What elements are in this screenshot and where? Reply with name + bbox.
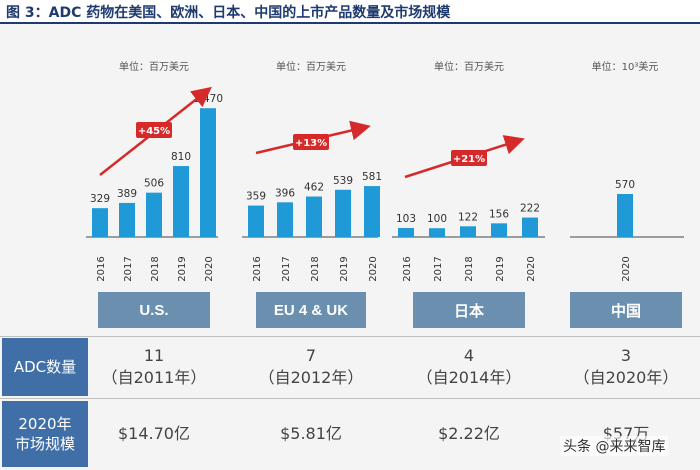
chart-panel-2: 单位：百万美元 103 2016 100 2017 122 2018 156 2019 222 20… bbox=[392, 60, 545, 282]
data-label: 329 bbox=[90, 193, 110, 205]
data-label: 100 bbox=[427, 213, 447, 225]
data-label: 122 bbox=[458, 211, 478, 223]
row-label-market-size: 2020年 市场规模 bbox=[2, 401, 88, 467]
bar bbox=[119, 202, 135, 237]
market-cell-eu: $5.81亿 bbox=[280, 424, 342, 443]
count-since: （自2014年） bbox=[416, 368, 522, 387]
x-tick-label: 2019 bbox=[339, 256, 350, 281]
data-label: 103 bbox=[396, 213, 416, 225]
bar bbox=[200, 108, 216, 237]
bar bbox=[617, 194, 633, 237]
panel-background bbox=[0, 24, 700, 470]
x-tick-label: 2017 bbox=[281, 256, 292, 281]
count-cell-us: 11 （自2011年） bbox=[98, 345, 210, 389]
x-tick-label: 2016 bbox=[96, 256, 107, 281]
bar bbox=[277, 202, 293, 237]
unit-label: 单位：10³美元 bbox=[592, 60, 659, 73]
x-tick-label: 2019 bbox=[495, 256, 506, 281]
x-tick-label: 2018 bbox=[150, 256, 161, 281]
watermark: 头条 @来来智库 bbox=[560, 436, 669, 456]
bar bbox=[92, 208, 108, 237]
bar bbox=[364, 186, 380, 237]
bar bbox=[335, 189, 351, 237]
data-label: 396 bbox=[275, 187, 295, 199]
bar bbox=[491, 223, 507, 237]
x-tick-label: 2017 bbox=[123, 256, 134, 281]
region-box-us: U.S. bbox=[98, 292, 210, 328]
count-value: 11 bbox=[143, 346, 165, 365]
x-tick-label: 2018 bbox=[464, 256, 475, 281]
count-value: 4 bbox=[463, 346, 475, 365]
data-label: 506 bbox=[144, 178, 164, 190]
region-box-japan: 日本 bbox=[413, 292, 525, 328]
growth-badge bbox=[136, 122, 172, 138]
count-cell-eu: 7 （自2012年） bbox=[252, 345, 370, 389]
data-label: 389 bbox=[117, 188, 137, 200]
count-cell-japan: 4 （自2014年） bbox=[409, 345, 529, 389]
chart-panel-3: 单位：10³美元 570 2020 bbox=[570, 60, 684, 282]
data-label: 359 bbox=[246, 191, 266, 203]
count-since: （自2012年） bbox=[258, 368, 364, 387]
bar bbox=[248, 205, 264, 237]
unit-label: 单位：百万美元 bbox=[276, 60, 346, 73]
count-cell-china: 3 （自2020年） bbox=[564, 345, 688, 389]
x-tick-label: 2019 bbox=[177, 256, 188, 281]
growth-label: +21% bbox=[453, 154, 485, 165]
bar bbox=[460, 226, 476, 237]
count-value: 3 bbox=[620, 346, 632, 365]
figure-title: 图 3：ADC 药物在美国、欧洲、日本、中国的上市产品数量及市场规模 bbox=[6, 5, 451, 21]
data-label: 539 bbox=[333, 175, 353, 187]
data-label: 156 bbox=[489, 208, 509, 220]
growth-label: +13% bbox=[295, 138, 327, 149]
x-tick-label: 2020 bbox=[204, 256, 215, 281]
table-rule-mid bbox=[0, 398, 700, 399]
bar bbox=[522, 217, 538, 237]
chart-panel-1: 单位：百万美元 359 2016 396 2017 462 2018 539 2019 581 20… bbox=[242, 60, 382, 282]
region-box-china: 中国 bbox=[570, 292, 682, 328]
data-label: 810 bbox=[171, 151, 191, 163]
count-since: （自2020年） bbox=[573, 368, 679, 387]
data-label: 462 bbox=[304, 182, 324, 194]
row-label-adc-count: ADC数量 bbox=[2, 338, 88, 396]
market-cell-japan: $2.22亿 bbox=[438, 424, 500, 443]
data-label: 570 bbox=[615, 179, 635, 191]
region-box-eu: EU 4 & UK bbox=[256, 292, 366, 328]
data-label: 581 bbox=[362, 171, 382, 183]
x-tick-label: 2020 bbox=[526, 256, 537, 281]
growth-badge bbox=[293, 134, 329, 150]
count-since: （自2011年） bbox=[101, 368, 207, 387]
bar bbox=[306, 196, 322, 237]
unit-label: 单位：百万美元 bbox=[119, 60, 189, 73]
x-tick-label: 2016 bbox=[402, 256, 413, 281]
growth-label: +45% bbox=[138, 126, 170, 137]
count-value: 7 bbox=[305, 346, 317, 365]
bar bbox=[173, 166, 189, 237]
growth-badge bbox=[451, 150, 487, 166]
bar bbox=[398, 227, 414, 237]
bar bbox=[429, 228, 445, 237]
x-tick-label: 2018 bbox=[310, 256, 321, 281]
title-rule bbox=[0, 22, 700, 24]
bar bbox=[146, 192, 162, 237]
table-rule-top bbox=[0, 336, 700, 337]
data-label: 222 bbox=[520, 203, 540, 215]
x-tick-label: 2020 bbox=[368, 256, 379, 281]
x-tick-label: 2016 bbox=[252, 256, 263, 281]
x-tick-label: 2017 bbox=[433, 256, 444, 281]
unit-label: 单位：百万美元 bbox=[434, 60, 504, 73]
chart-panel-0: 单位：百万美元32920163892017506201881020191,470… bbox=[86, 60, 223, 282]
x-tick-label: 2020 bbox=[621, 256, 632, 281]
market-cell-us: $14.70亿 bbox=[118, 424, 190, 443]
